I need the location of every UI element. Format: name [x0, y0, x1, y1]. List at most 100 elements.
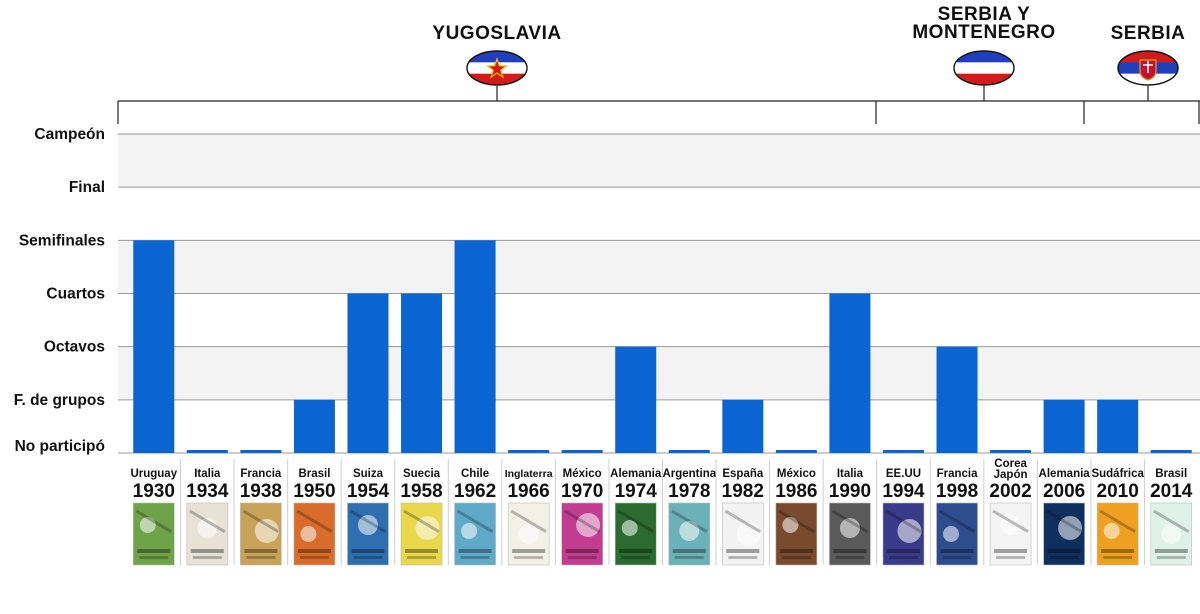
y-label-cuartos: Cuartos — [46, 286, 105, 303]
year-label: 2002 — [989, 481, 1031, 502]
poster-2014-icon — [1150, 502, 1193, 566]
yugoslavia-flag — [466, 50, 528, 86]
poster-1998-icon — [936, 502, 978, 566]
year-label: 1930 — [133, 481, 175, 502]
level-band — [118, 240, 1200, 294]
host-label: Italia — [837, 468, 864, 480]
host-label: Inglaterra — [505, 468, 553, 480]
year-label: 1966 — [507, 481, 549, 502]
y-label-octavos: Octavos — [44, 339, 105, 356]
y-label-no-participo: No participó — [15, 438, 105, 455]
year-label: 1970 — [561, 481, 603, 502]
bars — [133, 240, 1192, 453]
host-label: Italia — [194, 468, 221, 480]
bar-1962 — [454, 240, 496, 453]
y-label-final: Final — [69, 179, 105, 196]
poster-1970-icon — [561, 502, 603, 566]
serbia-flag — [1117, 50, 1179, 86]
poster-1990-icon — [829, 502, 871, 566]
bar-1998 — [936, 346, 978, 453]
host-label: México — [563, 468, 602, 480]
bar-1966 — [508, 450, 550, 453]
era-title: SERBIA — [1111, 23, 1186, 44]
host-label: Francia — [240, 468, 282, 480]
bar-1950 — [293, 399, 335, 453]
bar-1994 — [882, 450, 924, 453]
host-label: Francia — [937, 468, 979, 480]
bar-2010 — [1097, 399, 1139, 453]
host-label: México — [777, 468, 816, 480]
era-headers: YUGOSLAVIA SERBIA Y MONTENEGRO SERBIA — [117, 4, 1200, 124]
year-label: 2006 — [1043, 481, 1085, 502]
bar-1974 — [615, 346, 657, 453]
host-label: Suecia — [403, 468, 441, 480]
poster-1958-icon — [400, 502, 443, 566]
bar-1990 — [829, 293, 871, 453]
year-label: 1954 — [347, 481, 390, 502]
host-label: Brasil — [298, 468, 330, 480]
bar-1958 — [401, 293, 443, 453]
year-label: 1978 — [668, 481, 710, 502]
year-label: 1962 — [454, 481, 496, 502]
y-axis-labels: No participó F. de grupos Octavos Cuartos Se… — [14, 126, 105, 455]
year-label: 1986 — [775, 481, 817, 502]
year-label: 1974 — [615, 481, 658, 502]
x-axis-labels: Uruguay1930Italia1934Francia1938Brasil19… — [130, 458, 1193, 565]
host-label: EE.UU — [886, 468, 921, 480]
host-label: Chile — [461, 468, 489, 480]
poster-1974-icon — [614, 502, 657, 566]
poster-1962-icon — [454, 502, 496, 566]
year-label: 2010 — [1097, 481, 1139, 502]
poster-1950-icon — [293, 502, 336, 566]
host-label: Alemania — [1039, 468, 1091, 480]
era-serbia-y-montenegro: SERBIA Y MONTENEGRO — [876, 4, 1085, 124]
host-label: Brasil — [1155, 468, 1187, 480]
year-label: 1994 — [882, 481, 925, 502]
y-label-semifinales: Semifinales — [19, 232, 105, 249]
poster-1938-icon — [240, 502, 282, 566]
year-label: 1950 — [293, 481, 335, 502]
bar-1954 — [347, 293, 389, 453]
poster-2010-icon — [1096, 502, 1139, 566]
year-label: 1958 — [400, 481, 442, 502]
poster-1934-icon — [186, 502, 229, 566]
level-bands — [118, 134, 1200, 400]
bar-1986 — [775, 450, 817, 453]
poster-1978-icon — [668, 502, 711, 566]
bar-1978 — [668, 450, 710, 453]
poster-1954-icon — [347, 502, 389, 566]
bar-1934 — [186, 450, 228, 453]
year-label: 2014 — [1150, 481, 1193, 502]
level-band — [118, 346, 1200, 400]
year-label: 1938 — [240, 481, 282, 502]
era-title: SERBIA Y MONTENEGRO — [912, 4, 1055, 43]
host-label: Alemania — [610, 468, 662, 480]
year-label: 1990 — [829, 481, 871, 502]
y-label-f-de-grupos: F. de grupos — [14, 392, 105, 409]
serbia-montenegro-flag — [953, 50, 1015, 86]
y-label-campeon: Campeón — [34, 126, 105, 143]
host-label: Suiza — [353, 468, 384, 480]
year-label: 1998 — [936, 481, 978, 502]
host-label: Argentina — [662, 468, 716, 480]
poster-1982-icon — [722, 502, 764, 566]
host-label: Corea Japón — [994, 458, 1028, 481]
poster-1966-icon — [507, 502, 550, 566]
